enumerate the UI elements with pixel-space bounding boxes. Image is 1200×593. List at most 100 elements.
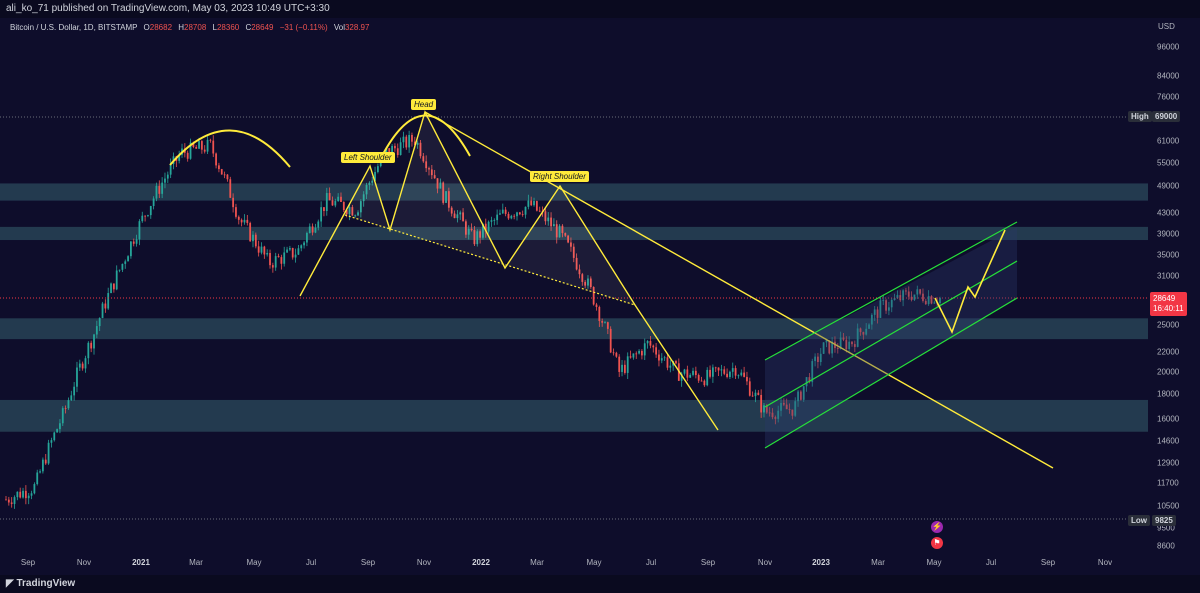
candle-body — [533, 201, 535, 206]
symbol-name[interactable]: Bitcoin / U.S. Dollar, 1D, BITSTAMP — [10, 23, 138, 32]
candle-body — [64, 408, 67, 409]
candle-body — [447, 191, 450, 208]
candle-body — [785, 404, 788, 410]
candle-body — [303, 242, 305, 246]
price-tick: 12900 — [1157, 458, 1180, 468]
candle-body — [606, 322, 609, 329]
candle-body — [663, 357, 666, 359]
candle-body — [5, 499, 7, 501]
candle-body — [865, 328, 868, 335]
candle-body — [760, 394, 763, 413]
low-tag-label: Low — [1128, 515, 1150, 526]
chart-area[interactable] — [0, 18, 1148, 571]
head-label[interactable]: Head — [411, 99, 437, 110]
candle-body — [530, 200, 533, 206]
candle-body — [118, 269, 121, 271]
candle-body — [331, 200, 334, 206]
flag-icon[interactable]: ⚑ — [931, 537, 943, 549]
candle-body — [81, 363, 84, 369]
candle-body — [36, 472, 39, 485]
candle-body — [814, 356, 816, 362]
symbol-legend: Bitcoin / U.S. Dollar, 1D, BITSTAMP O286… — [10, 23, 369, 32]
price-tick: 22000 — [1157, 347, 1180, 357]
candle-body — [411, 134, 413, 142]
candle-body — [67, 400, 70, 409]
candle-body — [342, 201, 345, 211]
price-chart[interactable] — [0, 18, 1148, 571]
candle-body — [263, 246, 266, 255]
right-shoulder-label[interactable]: Right Shoulder — [530, 171, 589, 182]
candle-body — [195, 146, 198, 149]
time-tick: May — [586, 558, 602, 567]
candle-body — [578, 269, 581, 275]
candle-body — [78, 363, 81, 368]
low-label: L — [212, 23, 217, 32]
candle-body — [127, 256, 129, 262]
candle-body — [428, 168, 430, 170]
candle-body — [152, 198, 155, 207]
candle-body — [604, 322, 606, 323]
candle-body — [567, 235, 570, 243]
candle-body — [166, 174, 169, 179]
candle-body — [212, 140, 215, 154]
candle-body — [683, 369, 686, 374]
candle-body — [646, 340, 649, 344]
high-label: H — [178, 23, 185, 32]
currency-label: USD — [1158, 22, 1175, 31]
candle-body — [743, 372, 746, 377]
candle-body — [277, 256, 280, 258]
candle-body — [572, 246, 575, 258]
price-tick: 8600 — [1157, 541, 1175, 551]
candle-body — [902, 290, 904, 301]
candle-body — [746, 376, 748, 382]
time-tick: Nov — [757, 558, 773, 567]
candle-body — [348, 207, 351, 215]
candle-body — [200, 141, 203, 150]
price-tick: 10500 — [1157, 501, 1180, 511]
candle-body — [215, 153, 217, 166]
candle-body — [763, 405, 765, 413]
candle-body — [374, 171, 376, 181]
candle-body — [666, 357, 669, 368]
candle-body — [442, 182, 445, 203]
candle-body — [467, 228, 470, 235]
candle-body — [47, 442, 50, 464]
candle-body — [70, 395, 73, 401]
candle-body — [734, 368, 737, 376]
candle-body — [24, 490, 27, 499]
candle-body — [147, 215, 149, 216]
low-tag-value: 9825 — [1152, 515, 1176, 526]
candle-body — [771, 412, 774, 418]
candle-body — [44, 459, 47, 464]
candle-body — [53, 432, 56, 441]
candle-body — [615, 352, 618, 357]
candle-body — [7, 499, 10, 503]
candle-body — [359, 201, 362, 213]
candle-body — [748, 381, 751, 396]
price-tick: 20000 — [1157, 367, 1180, 377]
candle-body — [669, 365, 672, 368]
candle-body — [887, 307, 890, 311]
candle-body — [391, 145, 393, 155]
candle-body — [697, 374, 700, 381]
candle-body — [893, 298, 896, 300]
candle-body — [802, 386, 805, 400]
candle-body — [660, 358, 663, 361]
left-shoulder-label[interactable]: Left Shoulder — [341, 152, 395, 163]
candle-body — [919, 289, 922, 294]
candle-body — [916, 289, 919, 295]
candle-body — [873, 309, 876, 315]
candle-body — [822, 342, 825, 354]
candle-body — [189, 142, 192, 159]
candle-body — [138, 221, 141, 240]
price-tick: 25000 — [1157, 320, 1180, 330]
lightning-icon[interactable]: ⚡ — [931, 521, 943, 533]
tradingview-logo-icon[interactable]: ◤ TradingView — [6, 578, 76, 589]
candle-body — [927, 296, 930, 305]
candle-body — [30, 493, 33, 496]
time-axis[interactable] — [0, 553, 1148, 571]
candle-body — [98, 318, 101, 327]
time-tick: Jul — [985, 558, 997, 567]
candle-body — [445, 191, 447, 203]
candle-body — [720, 369, 723, 371]
